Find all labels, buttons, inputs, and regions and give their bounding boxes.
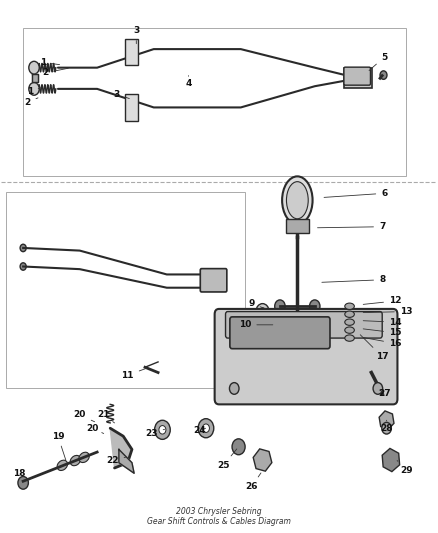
Text: 13: 13 [363, 307, 413, 316]
Text: 16: 16 [363, 337, 402, 348]
Text: 3: 3 [133, 26, 139, 44]
Text: 5: 5 [369, 53, 388, 70]
Text: 4: 4 [185, 76, 192, 88]
Text: 10: 10 [239, 320, 273, 329]
Text: 6: 6 [324, 189, 388, 198]
Circle shape [383, 424, 390, 432]
Text: 3: 3 [113, 90, 129, 99]
Circle shape [29, 83, 39, 95]
Ellipse shape [282, 176, 313, 224]
Text: 2003 Chrysler Sebring
Gear Shift Controls & Cables Diagram: 2003 Chrysler Sebring Gear Shift Control… [147, 507, 291, 526]
Text: 14: 14 [363, 318, 402, 327]
Text: 26: 26 [245, 473, 261, 491]
FancyBboxPatch shape [215, 309, 397, 405]
Text: 25: 25 [217, 449, 237, 470]
Text: 15: 15 [363, 328, 402, 337]
Text: 18: 18 [13, 469, 32, 479]
FancyBboxPatch shape [200, 269, 227, 292]
Text: 20: 20 [87, 424, 104, 433]
Circle shape [232, 439, 245, 455]
Circle shape [159, 425, 166, 434]
Circle shape [256, 304, 269, 319]
Circle shape [380, 71, 387, 79]
Ellipse shape [373, 383, 383, 394]
Ellipse shape [345, 327, 354, 333]
FancyBboxPatch shape [344, 68, 372, 88]
Text: 17: 17 [360, 335, 389, 361]
FancyBboxPatch shape [226, 312, 382, 338]
Circle shape [275, 300, 285, 313]
Text: 7: 7 [318, 222, 385, 231]
Text: 2: 2 [25, 98, 38, 107]
Text: 8: 8 [322, 275, 385, 284]
Ellipse shape [345, 335, 354, 341]
Text: 27: 27 [378, 389, 391, 398]
Text: 9: 9 [248, 299, 266, 309]
Circle shape [18, 477, 28, 489]
Text: 2: 2 [42, 68, 68, 77]
Circle shape [202, 424, 209, 432]
Circle shape [377, 389, 388, 401]
Text: 28: 28 [380, 420, 393, 433]
Polygon shape [110, 428, 132, 468]
Text: 22: 22 [106, 456, 125, 465]
Ellipse shape [382, 422, 391, 434]
FancyBboxPatch shape [125, 94, 138, 120]
Circle shape [387, 455, 395, 465]
Ellipse shape [345, 303, 354, 310]
Ellipse shape [79, 452, 89, 463]
Text: 12: 12 [363, 296, 402, 305]
Circle shape [374, 384, 381, 393]
Text: 19: 19 [52, 432, 66, 460]
Polygon shape [32, 74, 39, 82]
FancyBboxPatch shape [286, 219, 309, 233]
Circle shape [155, 420, 170, 439]
Circle shape [20, 244, 26, 252]
FancyBboxPatch shape [6, 192, 245, 389]
Text: 21: 21 [97, 410, 115, 423]
Ellipse shape [70, 455, 81, 466]
Circle shape [231, 384, 238, 393]
Circle shape [29, 61, 39, 74]
Text: 1: 1 [27, 87, 41, 96]
Circle shape [20, 263, 26, 270]
Ellipse shape [230, 383, 239, 394]
Text: 29: 29 [397, 461, 413, 475]
Text: 23: 23 [145, 429, 165, 438]
Ellipse shape [57, 460, 67, 471]
Ellipse shape [345, 319, 354, 325]
Polygon shape [119, 449, 134, 473]
Circle shape [259, 308, 265, 316]
FancyBboxPatch shape [344, 67, 371, 85]
FancyBboxPatch shape [23, 28, 406, 176]
Text: 1: 1 [39, 58, 60, 67]
Text: 11: 11 [121, 368, 147, 379]
Text: 20: 20 [74, 410, 95, 422]
Ellipse shape [345, 311, 354, 317]
FancyBboxPatch shape [125, 38, 138, 65]
FancyBboxPatch shape [230, 317, 330, 349]
Circle shape [310, 300, 320, 313]
Ellipse shape [286, 182, 308, 219]
Text: 24: 24 [193, 426, 206, 435]
Circle shape [198, 419, 214, 438]
